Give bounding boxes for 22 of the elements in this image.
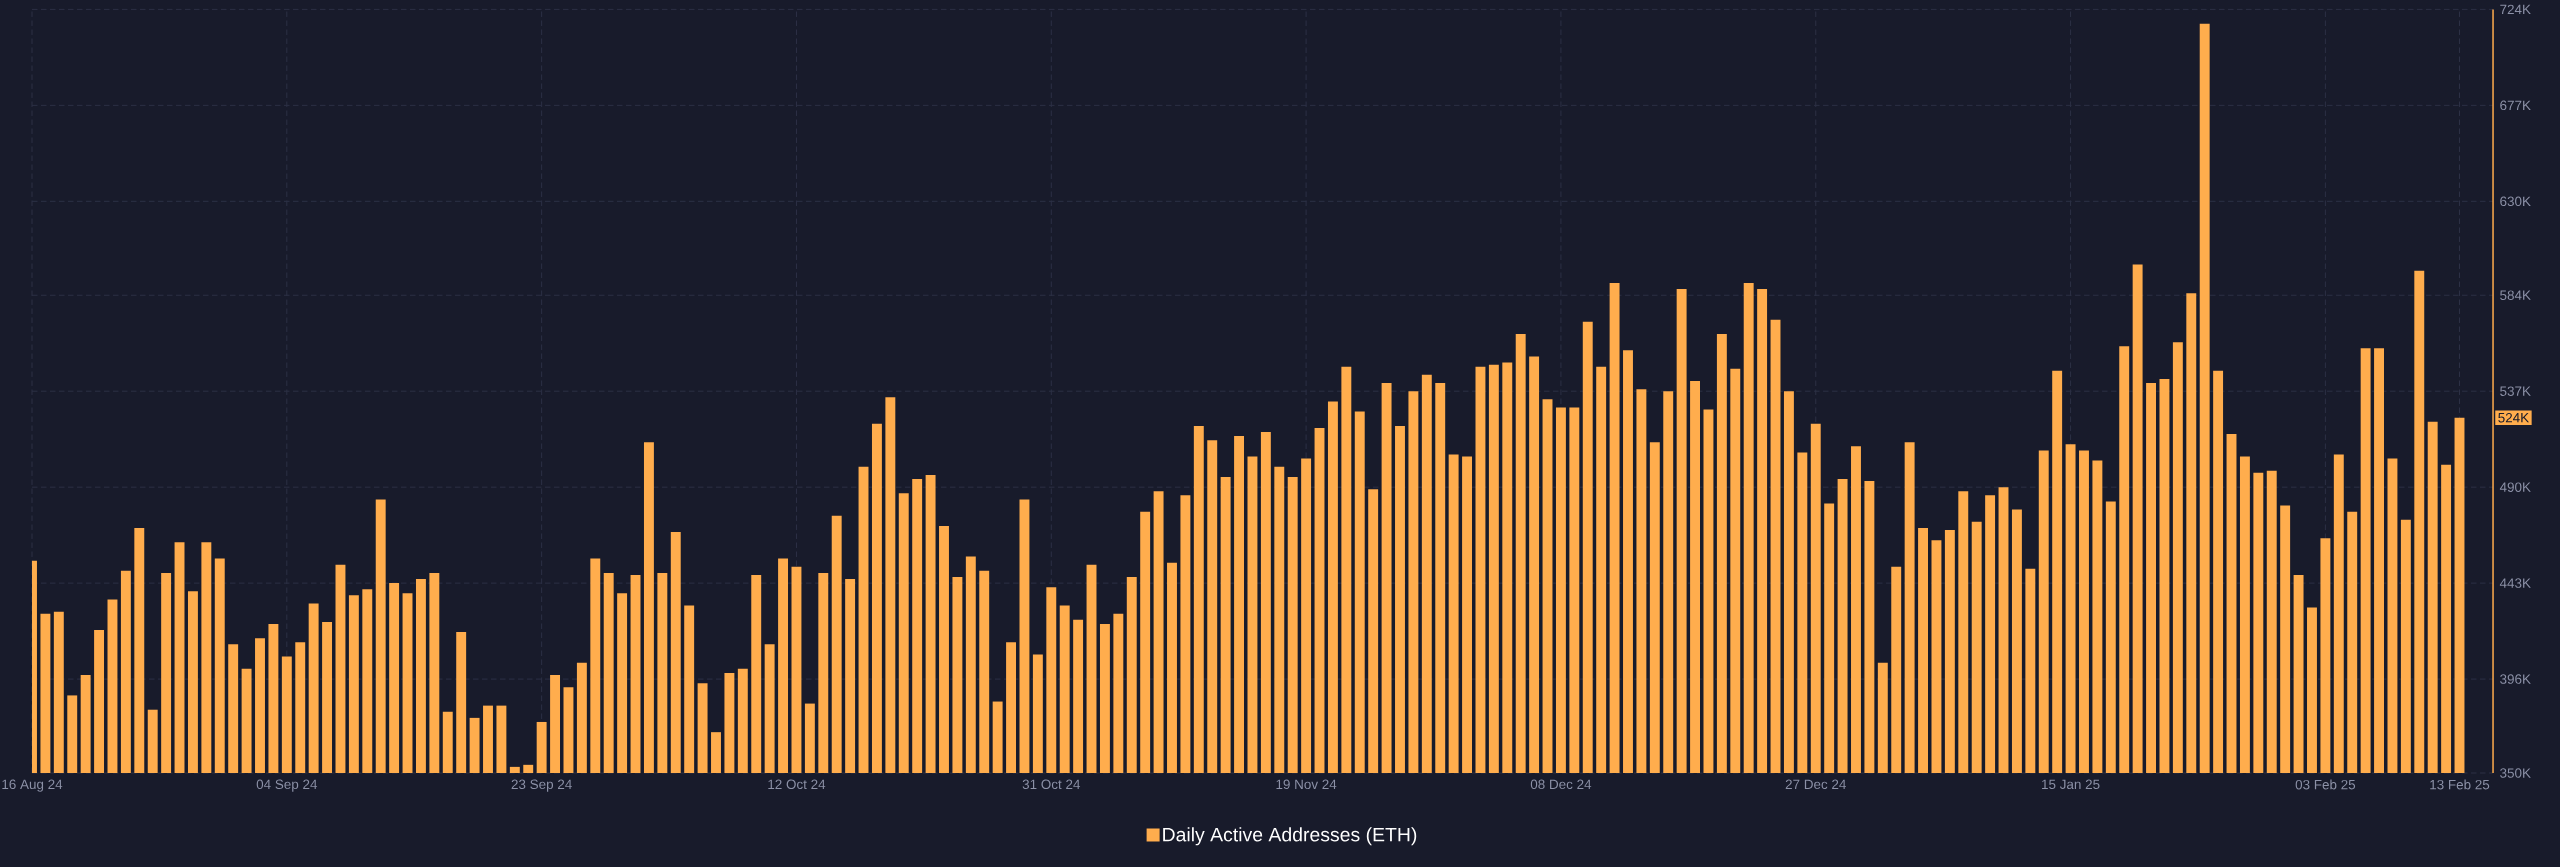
y-tick-label: 537K (2500, 386, 2531, 396)
x-tick-label: 19 Nov 24 (1276, 779, 1337, 790)
x-tick-label: 12 Oct 24 (768, 779, 826, 790)
y-tick-label: 443K (2499, 578, 2531, 588)
x-tick-label: 13 Feb 25 (2430, 779, 2490, 790)
y-tick-label: 630K (2500, 196, 2531, 207)
x-tick-label: 27 Dec 24 (1785, 779, 1846, 790)
y-tick-label: 677K (2500, 100, 2531, 111)
x-tick-label: 08 Dec 24 (1530, 779, 1592, 790)
text: 524K (2498, 412, 2529, 423)
y-tick-label: 350K (2500, 768, 2531, 778)
x-tick-label: 31 Oct 24 (1022, 779, 1081, 790)
y-tick-label: 724K (2500, 4, 2531, 15)
x-tick-label: 04 Sep 24 (256, 779, 318, 792)
y-tick-label: 396K (2500, 674, 2531, 684)
x-tick-label: 03 Feb 25 (2295, 779, 2356, 790)
x-tick-label: 23 Sep 24 (511, 779, 572, 792)
x-tick-label: 16 Aug 24 (2, 779, 63, 792)
y-tick-label: 584K (2500, 290, 2531, 300)
y-tick-label: 490K (2499, 482, 2531, 492)
x-tick-label: 15 Jan 25 (2042, 779, 2100, 790)
legend-label: Daily Active Addresses (ETH) (1163, 827, 1417, 846)
